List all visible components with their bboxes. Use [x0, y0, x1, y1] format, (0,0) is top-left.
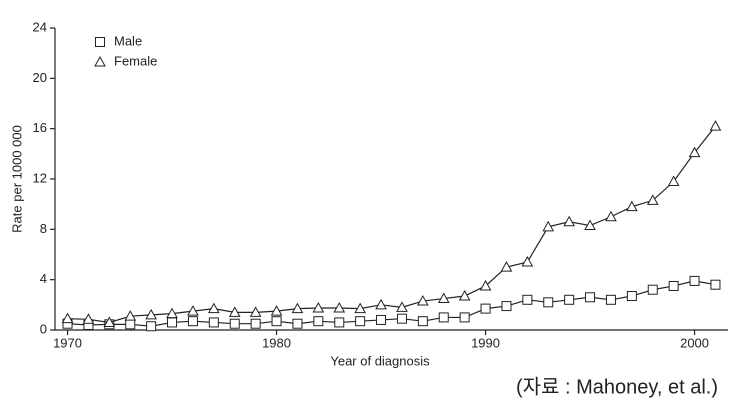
square-marker	[543, 297, 554, 308]
square-marker	[271, 316, 282, 327]
triangle-marker	[479, 279, 492, 291]
square-marker	[585, 292, 596, 303]
square-marker	[438, 312, 449, 323]
triangle-marker	[145, 308, 157, 320]
square-marker	[626, 291, 637, 302]
square-marker	[125, 319, 136, 330]
y-tick-label: 4	[40, 271, 47, 286]
legend-marker	[95, 37, 105, 47]
triangle-marker	[605, 210, 617, 222]
triangle-marker	[458, 289, 471, 301]
y-tick-label: 8	[40, 221, 47, 236]
triangle-marker	[688, 146, 701, 158]
triangle-marker	[437, 292, 450, 304]
triangle-marker	[667, 175, 680, 187]
x-tick-label: 2000	[680, 335, 709, 350]
legend-label: Male	[114, 33, 142, 48]
square-marker	[229, 318, 240, 329]
y-tick-label: 20	[33, 70, 47, 85]
square-marker	[647, 284, 658, 295]
y-axis-label: Rate per 1000 000	[9, 125, 24, 233]
triangle-marker	[124, 310, 137, 321]
x-tick-label: 1970	[53, 335, 82, 350]
triangle-marker	[61, 312, 74, 324]
legend-marker	[94, 55, 106, 67]
square-marker	[167, 317, 178, 328]
triangle-marker	[103, 316, 116, 327]
square-marker	[564, 294, 575, 305]
triangle-marker	[82, 313, 95, 324]
triangle-marker	[542, 220, 555, 232]
square-marker	[459, 312, 470, 323]
triangle-marker	[500, 261, 513, 272]
square-marker	[208, 317, 219, 328]
square-marker	[376, 314, 387, 325]
triangle-marker	[375, 298, 387, 310]
triangle-marker	[228, 306, 241, 317]
triangle-marker	[166, 307, 178, 319]
square-marker	[355, 316, 366, 327]
square-marker	[396, 313, 407, 324]
y-tick-label: 12	[33, 170, 47, 185]
square-marker	[605, 294, 616, 305]
square-marker	[292, 318, 303, 329]
y-tick-label: 0	[40, 321, 47, 336]
triangle-marker	[646, 194, 659, 205]
square-marker	[689, 275, 700, 286]
triangle-marker	[709, 120, 722, 131]
triangle-marker	[207, 302, 220, 314]
triangle-marker	[270, 305, 283, 316]
source-note: (자료 : Mahoney, et al.)	[516, 375, 718, 398]
y-tick-label: 24	[33, 19, 47, 34]
triangle-marker	[626, 200, 638, 212]
triangle-marker	[312, 301, 325, 313]
triangle-marker	[249, 306, 262, 317]
square-marker	[146, 321, 157, 332]
triangle-marker	[396, 301, 408, 312]
square-marker	[501, 301, 512, 312]
square-marker	[250, 318, 261, 329]
square-marker	[313, 316, 324, 327]
triangle-marker	[521, 256, 534, 267]
legend-label: Female	[114, 53, 157, 68]
triangle-marker	[563, 215, 576, 227]
square-marker	[480, 303, 491, 314]
square-marker	[417, 316, 428, 327]
triangle-marker	[291, 302, 304, 314]
square-marker	[668, 280, 679, 291]
x-tick-label: 1990	[471, 335, 500, 350]
square-marker	[187, 316, 198, 327]
triangle-marker	[354, 302, 366, 314]
x-axis-label: Year of diagnosis	[330, 353, 430, 368]
x-tick-label: 1980	[262, 335, 291, 350]
square-marker	[710, 279, 721, 290]
square-marker	[334, 317, 345, 328]
triangle-marker	[187, 305, 199, 316]
series-line	[67, 280, 716, 327]
series-line	[67, 125, 716, 324]
square-marker	[522, 294, 533, 305]
axes	[54, 28, 728, 331]
triangle-marker	[584, 219, 596, 231]
y-tick-label: 16	[33, 120, 47, 135]
triangle-marker	[333, 301, 346, 313]
triangle-marker	[417, 295, 429, 306]
